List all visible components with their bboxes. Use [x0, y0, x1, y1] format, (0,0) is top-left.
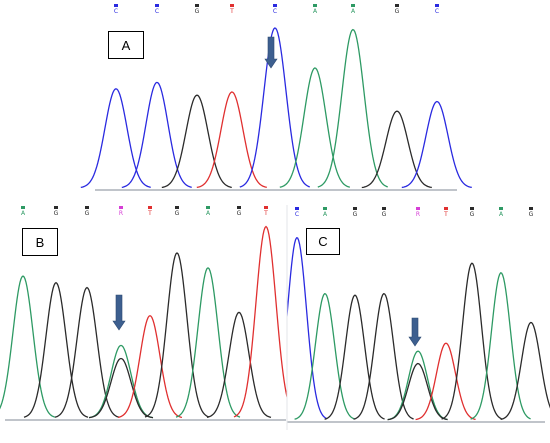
- base-call-letter: G: [195, 8, 200, 15]
- base-call-marker: [21, 206, 25, 209]
- base-call-marker: [351, 4, 355, 7]
- peak-G: [361, 110, 432, 189]
- panel-c-trace: [287, 237, 550, 423]
- base-call-letter: G: [85, 210, 90, 217]
- base-call-marker: [313, 4, 317, 7]
- base-call-letter: G: [353, 211, 358, 218]
- base-call-letter: T: [147, 210, 152, 217]
- base-call-marker: [395, 4, 399, 7]
- base-call-marker: [85, 206, 89, 209]
- peak-R: [88, 357, 154, 419]
- base-call-letter: C: [155, 8, 159, 15]
- base-call-letter: G: [54, 210, 59, 217]
- peak-C: [121, 81, 192, 189]
- base-call-letter: G: [470, 211, 475, 218]
- peak-C: [287, 237, 327, 420]
- base-call-marker: [470, 207, 474, 210]
- base-call-letter: C: [273, 8, 277, 15]
- peak-G: [441, 262, 502, 420]
- peak-R: [387, 350, 448, 421]
- base-call-marker: [175, 206, 179, 209]
- peak-C: [401, 100, 472, 189]
- peak-A: [279, 67, 350, 188]
- down-arrow-icon: [408, 317, 422, 347]
- base-call-letter: R: [119, 210, 123, 217]
- base-call-marker: [273, 4, 277, 7]
- base-call-marker: [119, 206, 123, 209]
- panel-a-label: A: [108, 31, 144, 59]
- base-call-letter: A: [206, 210, 211, 217]
- base-call-marker: [237, 206, 241, 209]
- peak-G: [500, 321, 550, 421]
- base-call-letter: T: [443, 211, 448, 218]
- base-call-letter: G: [237, 210, 242, 217]
- base-call-letter: G: [529, 211, 534, 218]
- base-call-marker: [230, 4, 234, 7]
- peak-T: [415, 342, 476, 421]
- peak-G: [54, 286, 120, 418]
- base-call-marker: [295, 207, 299, 210]
- base-call-marker: [416, 207, 420, 210]
- peak-C: [80, 88, 151, 189]
- base-call-letter: A: [21, 210, 26, 217]
- base-call-letter: G: [175, 210, 180, 217]
- peak-A: [470, 272, 531, 420]
- peak-T: [233, 225, 287, 418]
- peak-R: [88, 344, 154, 419]
- base-call-marker: [114, 4, 118, 7]
- peak-C: [239, 27, 310, 188]
- panel-b-label: B: [22, 228, 58, 256]
- base-call-marker: [382, 207, 386, 210]
- base-call-letter: A: [313, 8, 318, 15]
- peak-G: [144, 252, 210, 418]
- panel-b-trace: [0, 225, 287, 421]
- base-call-letter: T: [229, 8, 234, 15]
- down-arrow-icon: [112, 294, 126, 331]
- base-call-marker: [155, 4, 159, 7]
- peak-G: [23, 281, 89, 418]
- base-call-marker: [148, 206, 152, 209]
- base-call-marker: [499, 207, 503, 210]
- peak-A: [317, 28, 388, 188]
- base-call-marker: [353, 207, 357, 210]
- peak-T: [196, 91, 267, 189]
- down-arrow-icon: [264, 36, 278, 69]
- peak-G: [161, 94, 232, 189]
- base-call-letter: C: [114, 8, 118, 15]
- peak-G: [353, 292, 414, 420]
- base-call-marker: [264, 206, 268, 209]
- peak-G: [206, 311, 272, 419]
- base-call-letter: R: [416, 211, 420, 218]
- base-call-marker: [435, 4, 439, 7]
- peak-A: [0, 275, 56, 418]
- peak-T: [117, 314, 183, 419]
- base-call-marker: [323, 207, 327, 210]
- peak-G: [324, 294, 385, 420]
- base-call-marker: [529, 207, 533, 210]
- panel-a-trace: [80, 27, 472, 191]
- peak-A: [175, 267, 241, 418]
- base-call-marker: [54, 206, 58, 209]
- base-call-marker: [195, 4, 199, 7]
- base-call-letter: A: [323, 211, 328, 218]
- base-call-letter: T: [263, 210, 268, 217]
- base-call-letter: G: [395, 8, 400, 15]
- peak-R: [387, 362, 448, 421]
- base-call-letter: C: [435, 8, 439, 15]
- base-call-marker: [444, 207, 448, 210]
- base-call-letter: A: [499, 211, 504, 218]
- base-call-marker: [206, 206, 210, 209]
- base-call-letter: G: [382, 211, 387, 218]
- panel-c-label: C: [306, 228, 340, 255]
- base-call-letter: A: [351, 8, 356, 15]
- base-call-letter: C: [295, 211, 299, 218]
- peak-A: [294, 292, 355, 420]
